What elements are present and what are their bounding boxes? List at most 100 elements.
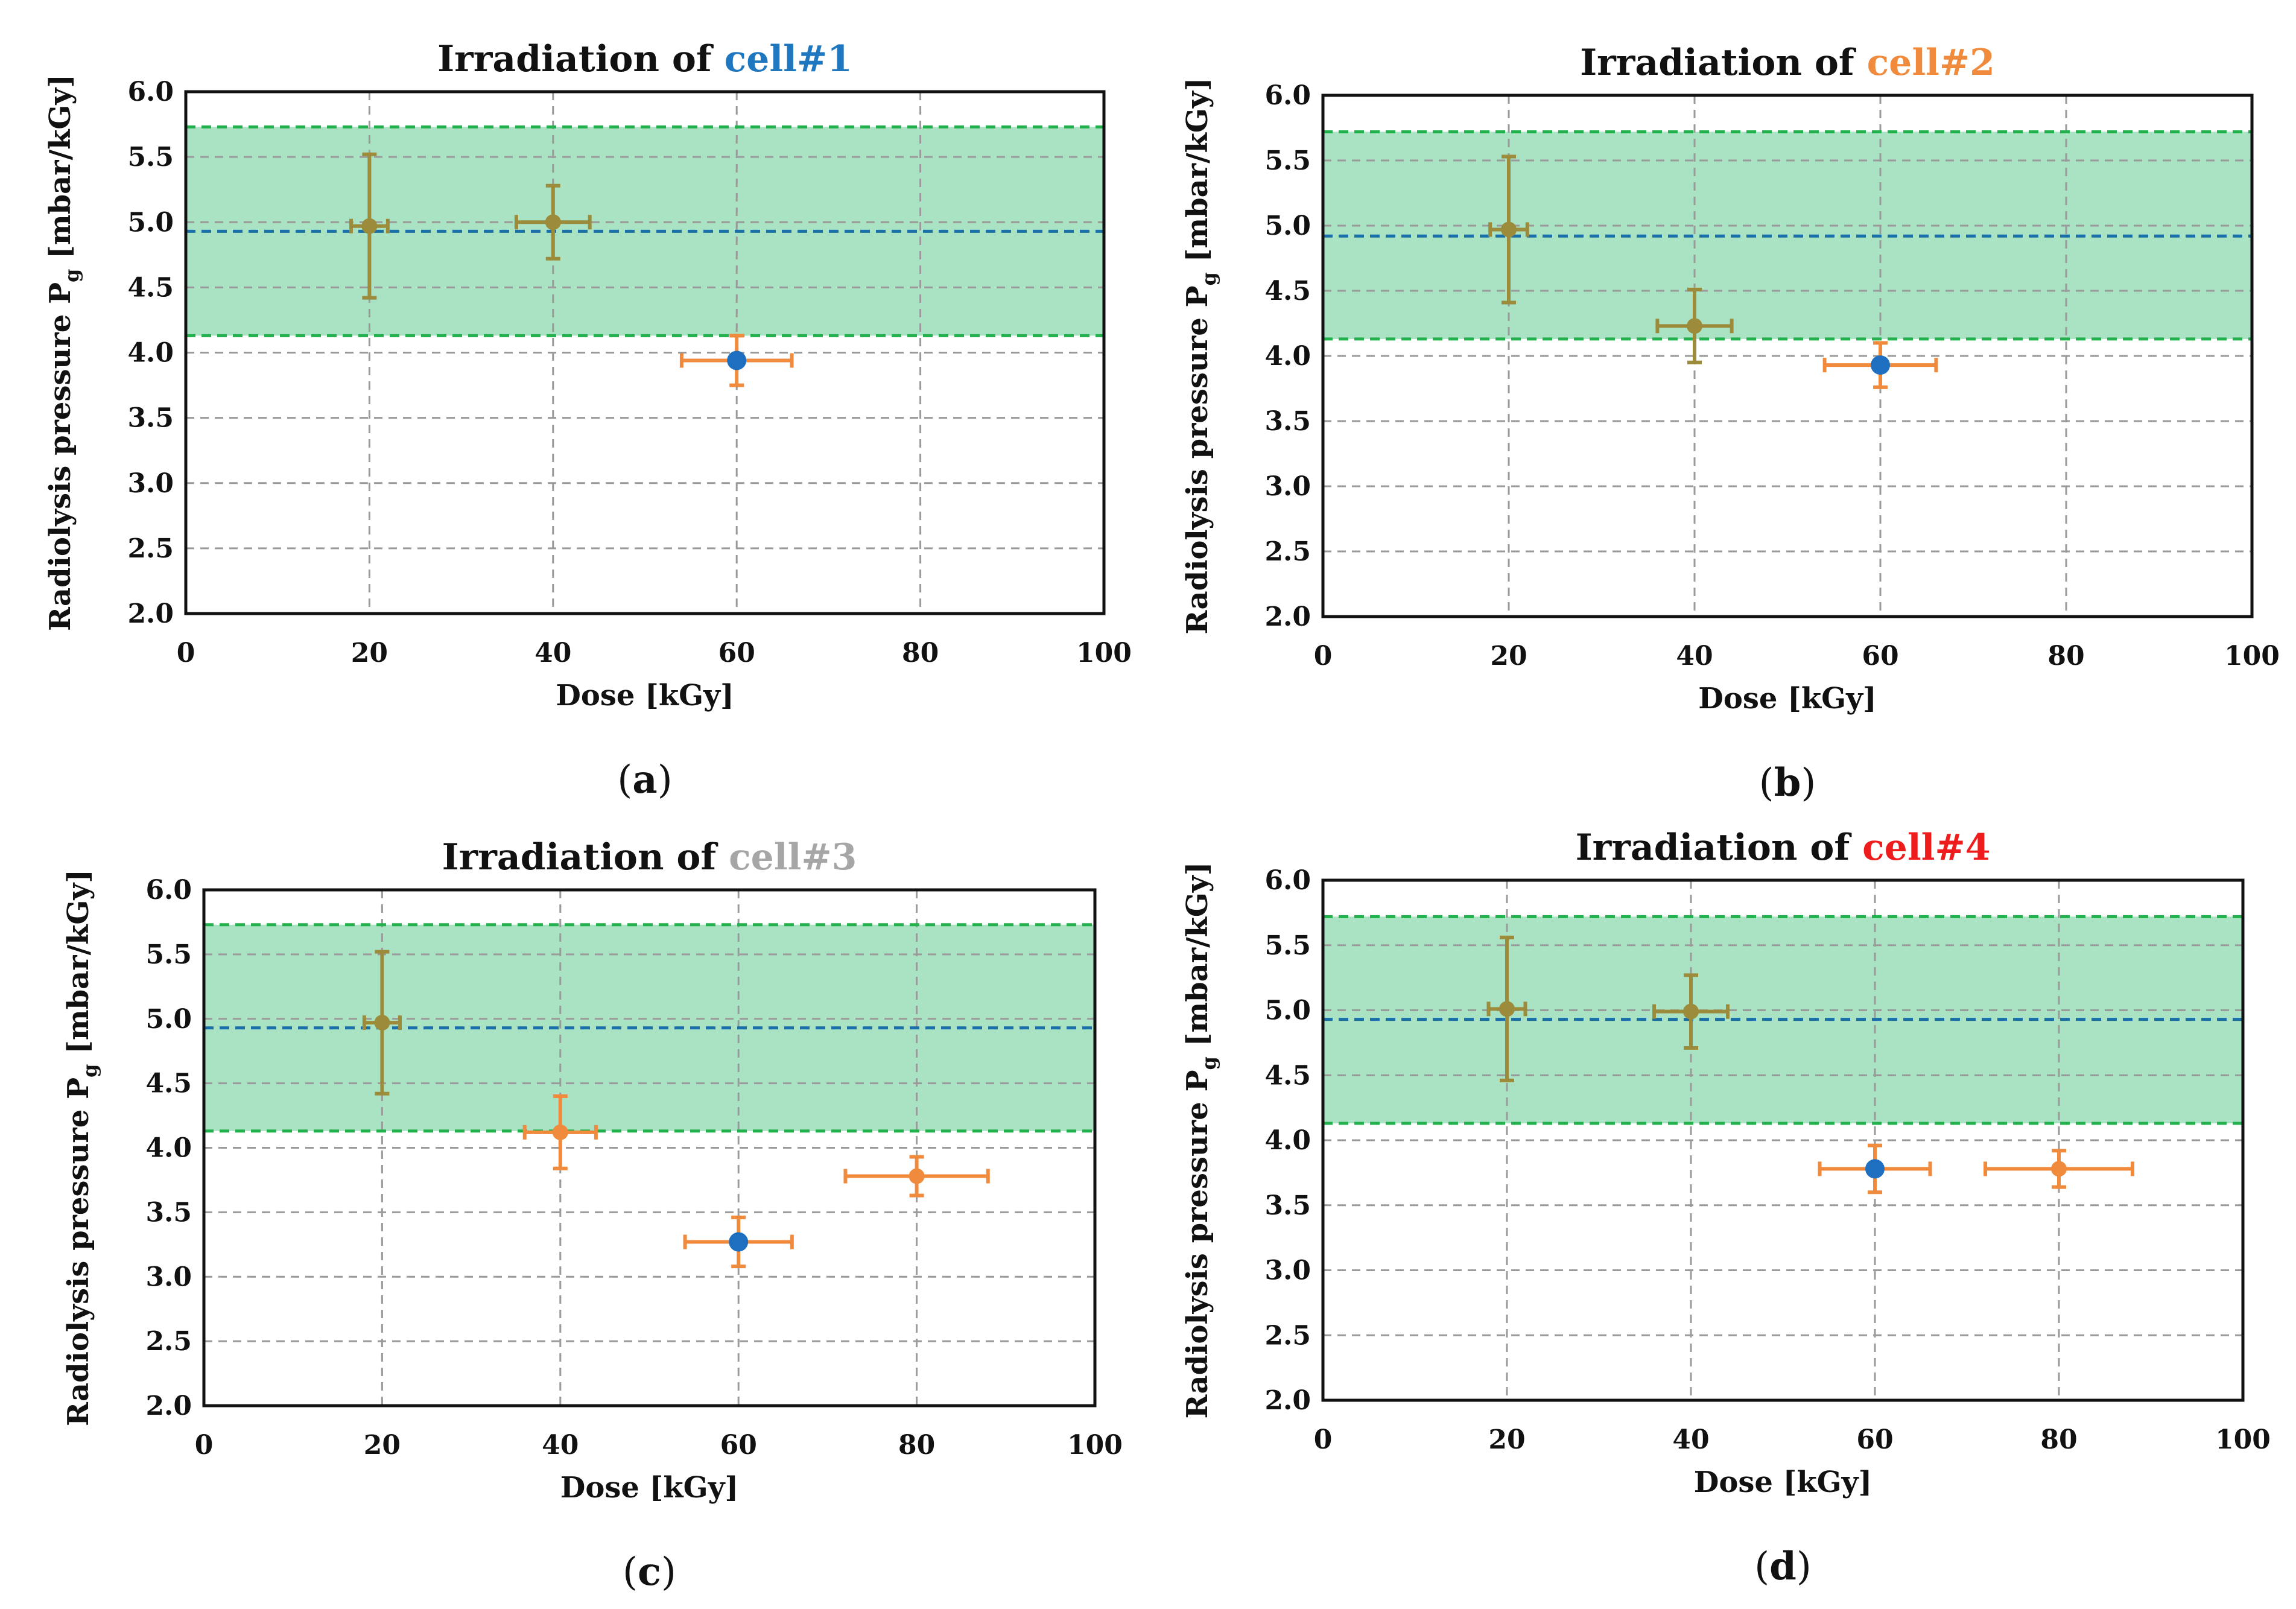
chart-title: Irradiation of cell#4 (1576, 827, 1991, 869)
x-tick-label: 80 (902, 638, 939, 668)
y-axis-label-sub: g (1197, 272, 1220, 285)
point-marker (1499, 1001, 1515, 1017)
chart-title: Irradiation of cell#1 (437, 38, 852, 80)
x-axis-label: Dose [kGy] (560, 1471, 738, 1505)
y-tick-label: 6.0 (145, 875, 192, 906)
x-tick-label: 100 (2215, 1424, 2271, 1455)
caption-open-paren: ( (617, 758, 632, 802)
y-tick-label: 4.0 (145, 1133, 192, 1164)
chart-title-prefix: Irradiation of (1576, 827, 1863, 869)
chart-title-cell: cell#1 (725, 38, 852, 80)
chart-title-cell: cell#2 (1867, 42, 1995, 84)
x-tick-label: 20 (1488, 1424, 1525, 1455)
x-tick-label: 100 (1076, 638, 1132, 668)
data-point (1655, 287, 1734, 364)
y-axis-label: Radiolysis pressure Pg [mbar/kGy] (43, 74, 83, 631)
y-tick-label: 2.5 (1264, 1320, 1311, 1351)
data-point (1486, 935, 1527, 1082)
point-marker (361, 218, 378, 234)
chart-c: Irradiation of cell#3 2.0 2.5 3.0 3.5 4.0 4.5 5… (62, 836, 1123, 1595)
caption-letter: c (638, 1549, 661, 1595)
data-point (1984, 1149, 2134, 1189)
y-axis-label: Radiolysis pressure Pg [mbar/kGy] (62, 869, 101, 1426)
y-axis-label-unit: [mbar/kGy] (43, 74, 77, 269)
x-tick-label: 100 (2224, 641, 2280, 671)
panel-caption: (c) (623, 1549, 676, 1595)
x-axis-label: Dose [kGy] (556, 679, 734, 712)
data-point (843, 1155, 990, 1198)
chart-title-prefix: Irradiation of (442, 836, 729, 878)
caption-close-paren: ) (658, 758, 673, 802)
chart-title-prefix: Irradiation of (437, 38, 725, 80)
caption-letter: b (1774, 760, 1801, 805)
y-tick-label: 2.5 (145, 1326, 192, 1357)
data-point (683, 1215, 794, 1269)
caption-open-paren: ( (1754, 1544, 1769, 1589)
y-axis-label-main: Radiolysis pressure P (43, 282, 77, 631)
panel-b: Irradiation of cell#2 2.0 2.5 3.0 3.5 4.0 4.5 5… (1148, 0, 2296, 805)
panel-a: Irradiation of cell#1 2.0 2.5 3.0 3.5 4.0 4.5 5… (0, 0, 1148, 804)
x-tick-label: 60 (720, 1430, 757, 1461)
y-axis-label-unit: [mbar/kGy] (62, 869, 95, 1064)
data-point (522, 1094, 598, 1170)
y-axis-label-main: Radiolysis pressure P (1181, 1070, 1214, 1418)
x-tick-label: 60 (718, 638, 755, 668)
y-tick-label: 2.0 (1264, 1385, 1311, 1416)
point-marker (1865, 1159, 1885, 1179)
caption-letter: a (632, 757, 657, 802)
y-tick-label: 2.5 (1264, 536, 1311, 567)
x-tick-label: 60 (1856, 1424, 1893, 1455)
x-tick-label: 0 (195, 1430, 214, 1461)
x-tick-label: 100 (1067, 1430, 1123, 1461)
caption-close-paren: ) (661, 1550, 676, 1595)
y-tick-label: 5.0 (127, 207, 174, 238)
y-axis-label-sub: g (60, 269, 83, 282)
x-tick-label: 80 (2040, 1424, 2077, 1455)
y-tick-label: 4.5 (1264, 276, 1311, 306)
y-axis-label: Radiolysis pressure Pg [mbar/kGy] (1181, 862, 1220, 1419)
data-point (1822, 341, 1938, 389)
y-axis-label-sub: g (1197, 1056, 1220, 1070)
x-tick-label: 40 (1676, 641, 1713, 671)
y-axis-label-unit: [mbar/kGy] (1181, 78, 1214, 273)
x-tick-label: 40 (534, 638, 571, 668)
y-tick-label: 2.0 (1264, 601, 1311, 632)
chart-title: Irradiation of cell#2 (1580, 42, 1995, 84)
caption-open-paren: ( (1759, 761, 1774, 805)
x-tick-label: 0 (1314, 641, 1333, 671)
point-marker (729, 1232, 749, 1252)
x-tick-label: 0 (177, 638, 195, 668)
y-tick-label: 3.0 (145, 1261, 192, 1292)
y-axis-label-main: Radiolysis pressure P (62, 1077, 95, 1426)
data-point (514, 183, 592, 261)
y-tick-label: 5.0 (1264, 211, 1311, 241)
y-tick-label: 5.5 (127, 142, 174, 173)
data-point (1818, 1143, 1932, 1195)
point-marker (1501, 221, 1517, 238)
point-marker (545, 214, 561, 230)
data-point (349, 152, 390, 300)
caption-close-paren: ) (1801, 761, 1816, 805)
caption-letter: d (1769, 1544, 1797, 1589)
plot-frame (202, 888, 1097, 1407)
panel-caption: (a) (617, 757, 672, 802)
chart-b: Irradiation of cell#2 2.0 2.5 3.0 3.5 4.0 4.5 5… (1181, 42, 2280, 805)
data-point (362, 950, 402, 1096)
y-tick-label: 3.5 (1264, 406, 1311, 437)
y-tick-label: 4.5 (145, 1068, 192, 1099)
y-tick-label: 5.0 (1264, 995, 1311, 1026)
point-marker (552, 1124, 568, 1140)
chart-a: Irradiation of cell#1 2.0 2.5 3.0 3.5 4.0 4.5 5… (43, 38, 1132, 802)
y-tick-label: 6.0 (1264, 80, 1311, 111)
y-axis-label: Radiolysis pressure Pg [mbar/kGy] (1181, 78, 1220, 635)
chart-d: Irradiation of cell#4 2.0 2.5 3.0 3.5 4.0 4.5 5… (1181, 827, 2271, 1589)
point-marker (1871, 355, 1890, 375)
y-axis-label-unit: [mbar/kGy] (1181, 862, 1214, 1057)
y-tick-label: 2.0 (127, 598, 174, 629)
y-tick-label: 5.0 (145, 1004, 192, 1035)
y-tick-label: 5.5 (1264, 930, 1311, 961)
x-tick-label: 0 (1314, 1424, 1333, 1455)
y-tick-label: 4.5 (1264, 1060, 1311, 1091)
panel-caption: (d) (1754, 1544, 1812, 1589)
data-point (1652, 973, 1730, 1050)
